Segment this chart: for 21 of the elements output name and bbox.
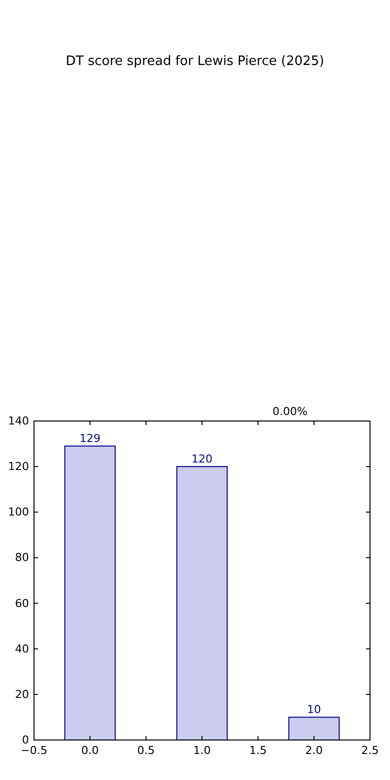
- y-tick-label: 20: [15, 688, 29, 701]
- x-tick-label: 0.0: [81, 744, 99, 757]
- y-tick-label: 60: [15, 596, 29, 610]
- bar: [64, 446, 116, 740]
- text: 0.00%: [272, 405, 308, 418]
- x-tick-label: 2.0: [305, 744, 323, 757]
- x-tick-label: 1.5: [249, 744, 267, 757]
- y-tick-label: 120: [8, 460, 29, 474]
- y-tick-label: 100: [8, 506, 29, 519]
- y-tick-label: 140: [8, 414, 29, 428]
- x-tick-label: 2.5: [361, 744, 379, 757]
- y-tick-label: 80: [15, 551, 29, 564]
- x-tick-label: 1.0: [193, 744, 211, 757]
- data-label: 120: [192, 452, 212, 466]
- bar: [288, 716, 340, 740]
- data-label: 10: [307, 703, 321, 716]
- data-label: 129: [80, 432, 100, 446]
- y-tick-label: 40: [15, 642, 29, 656]
- chart-title: DT score spread for Lewis Pierce (2025): [66, 54, 324, 69]
- x-tick-label: 0.5: [137, 744, 155, 757]
- bar: [176, 466, 228, 740]
